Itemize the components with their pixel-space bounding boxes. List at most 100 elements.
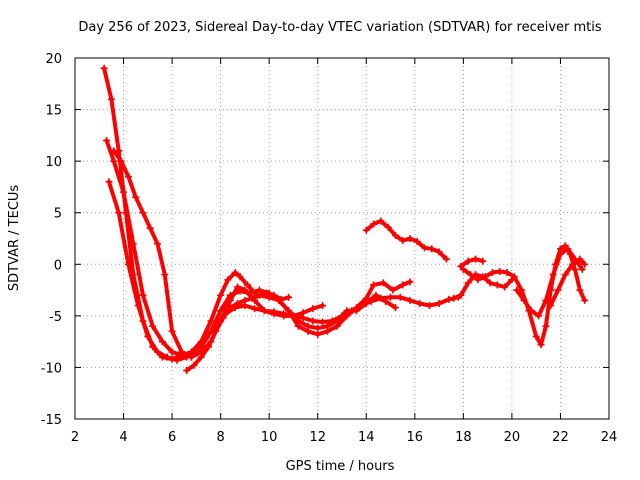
data-point: [496, 268, 504, 276]
data-point: [379, 279, 387, 287]
data-point: [384, 223, 392, 231]
data-point: [581, 260, 589, 268]
data-point: [323, 322, 331, 330]
data-point: [510, 273, 518, 281]
data-point: [285, 293, 293, 301]
data-point: [370, 281, 378, 289]
data-point: [110, 157, 118, 165]
x-tick-label: 2: [71, 430, 79, 445]
data-point: [168, 327, 176, 335]
data-point: [357, 302, 365, 310]
data-point: [202, 335, 210, 343]
data-point: [289, 312, 297, 320]
data-point: [377, 294, 385, 302]
data-point: [100, 64, 108, 72]
data-point: [413, 238, 421, 246]
data-point: [168, 348, 176, 356]
data-point: [134, 302, 142, 310]
data-point: [132, 193, 140, 201]
x-tick-label: 24: [601, 430, 618, 445]
data-point: [479, 257, 487, 265]
data-point: [513, 286, 521, 294]
data-point: [576, 255, 584, 263]
data-point: [224, 276, 232, 284]
data-point: [542, 296, 550, 304]
x-tick-label: 22: [552, 430, 569, 445]
data-point: [197, 353, 205, 361]
data-point: [319, 302, 327, 310]
data-point: [450, 294, 458, 302]
data-point: [149, 322, 157, 330]
data-point: [139, 291, 147, 299]
data-point: [435, 248, 443, 256]
data-point: [231, 269, 239, 277]
data-point: [161, 271, 169, 279]
data-point: [299, 309, 307, 317]
series-track-f: [362, 217, 450, 263]
y-tick-label: -5: [49, 310, 62, 325]
data-point: [270, 291, 278, 299]
data-point: [372, 291, 380, 299]
data-point: [445, 295, 453, 303]
data-point: [154, 348, 162, 356]
data-point: [542, 322, 550, 330]
data-point: [190, 361, 198, 369]
data-point: [467, 271, 475, 279]
data-point: [328, 317, 336, 325]
data-point: [219, 314, 227, 322]
data-point: [309, 317, 317, 325]
y-axis-label: SDTVAR / TECUs: [7, 185, 22, 292]
data-point: [319, 318, 327, 326]
data-point: [370, 220, 378, 228]
data-point: [163, 353, 171, 361]
data-point: [399, 281, 407, 289]
data-point: [338, 312, 346, 320]
data-point: [486, 279, 494, 287]
data-point: [474, 276, 482, 284]
data-point: [260, 307, 268, 315]
data-point: [314, 330, 322, 338]
data-point: [277, 295, 285, 303]
data-point: [183, 367, 191, 375]
x-tick-label: 20: [504, 430, 521, 445]
data-point: [158, 338, 166, 346]
data-point: [192, 346, 200, 354]
data-point: [406, 278, 414, 286]
data-point: [248, 294, 256, 302]
data-point: [115, 209, 123, 217]
data-point: [535, 312, 543, 320]
y-tick-label: 20: [45, 52, 62, 67]
data-point: [314, 324, 322, 332]
data-point: [205, 343, 212, 351]
data-point: [457, 291, 465, 299]
data-point: [139, 209, 147, 217]
grid: [75, 58, 609, 419]
data-point: [396, 293, 404, 301]
data-point: [421, 244, 429, 252]
y-tick-label: 0: [54, 258, 62, 273]
data-point: [103, 137, 111, 145]
data-point: [234, 283, 242, 291]
data-point: [362, 226, 370, 234]
data-point: [270, 310, 278, 318]
data-point: [124, 260, 132, 268]
data-point: [554, 286, 562, 294]
data-point: [406, 296, 414, 304]
data-point: [435, 299, 443, 307]
data-point: [520, 296, 528, 304]
data-point: [406, 235, 414, 242]
x-tick-label: 8: [216, 430, 224, 445]
data-point: [459, 265, 467, 273]
data-point: [129, 240, 137, 248]
data-point: [241, 296, 249, 304]
data-point: [309, 305, 317, 313]
data-point: [243, 281, 251, 289]
data-point: [472, 255, 479, 263]
data-point: [442, 255, 450, 263]
y-tick-label: 15: [45, 104, 62, 119]
data-point: [110, 147, 118, 155]
data-point: [226, 304, 234, 312]
data-point: [488, 269, 496, 277]
